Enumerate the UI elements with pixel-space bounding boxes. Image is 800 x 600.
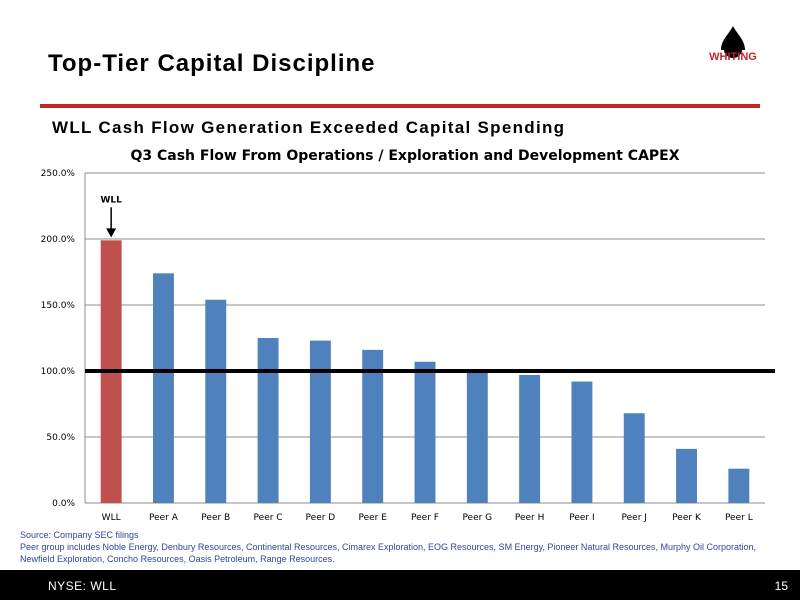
x-tick-label: Peer B bbox=[201, 513, 230, 523]
x-tick-label: Peer F bbox=[411, 513, 439, 523]
y-tick-label: 250.0% bbox=[41, 169, 76, 179]
x-tick-label: Peer G bbox=[462, 513, 492, 523]
x-tick-label: Peer L bbox=[725, 513, 753, 523]
bar-peer-f bbox=[414, 361, 436, 503]
x-tick-label: Peer I bbox=[569, 513, 594, 523]
bar-peer-k bbox=[676, 448, 697, 503]
bar-peer-a bbox=[153, 273, 174, 503]
bar-peer-c bbox=[257, 338, 279, 503]
logo-drop-icon bbox=[721, 26, 745, 58]
bar-peer-i bbox=[571, 381, 593, 503]
x-tick-label: Peer A bbox=[149, 513, 179, 523]
y-tick-label: 200.0% bbox=[41, 235, 76, 245]
source-note: Source: Company SEC filings Peer group i… bbox=[20, 529, 790, 565]
footer-ticker: NYSE: WLL bbox=[48, 579, 117, 593]
bar-peer-l bbox=[728, 468, 750, 503]
annotation-arrow-head bbox=[106, 228, 117, 238]
slide-subtitle: WLL Cash Flow Generation Exceeded Capita… bbox=[52, 118, 566, 137]
y-tick-label: 50.0% bbox=[46, 433, 75, 443]
whiting-logo: WHITING bbox=[702, 24, 764, 80]
x-tick-label: Peer E bbox=[358, 513, 387, 523]
peer-group-note: Peer group includes Noble Energy, Denbur… bbox=[20, 542, 757, 564]
chart-title: Q3 Cash Flow From Operations / Explorati… bbox=[130, 148, 679, 164]
y-tick-label: 100.0% bbox=[41, 367, 76, 377]
x-tick-label: WLL bbox=[102, 513, 121, 523]
y-tick-label: 0.0% bbox=[52, 499, 75, 509]
title-divider bbox=[40, 104, 760, 108]
logo-text: WHITING bbox=[709, 51, 757, 63]
x-tick-label: Peer C bbox=[254, 513, 283, 523]
page-number: 15 bbox=[774, 579, 788, 593]
y-tick-label: 150.0% bbox=[41, 301, 76, 311]
bar-peer-h bbox=[519, 374, 541, 503]
x-tick-label: Peer J bbox=[622, 513, 647, 523]
footer-bar: NYSE: WLL 15 bbox=[0, 570, 800, 600]
wll-annotation: WLL bbox=[100, 195, 122, 205]
bar-peer-g bbox=[466, 372, 488, 503]
x-tick-label: Peer H bbox=[515, 513, 545, 523]
x-tick-label: Peer D bbox=[306, 513, 336, 523]
x-tick-label: Peer K bbox=[672, 513, 702, 523]
bar-peer-e bbox=[362, 349, 384, 503]
bar-chart: Q3 Cash Flow From Operations / Explorati… bbox=[41, 148, 775, 523]
source-line: Source: Company SEC filings bbox=[20, 530, 139, 540]
bar-peer-j bbox=[623, 413, 645, 503]
bar-peer-b bbox=[205, 299, 227, 503]
slide-title: Top-Tier Capital Discipline bbox=[48, 50, 376, 77]
bar-peer-d bbox=[309, 340, 331, 503]
